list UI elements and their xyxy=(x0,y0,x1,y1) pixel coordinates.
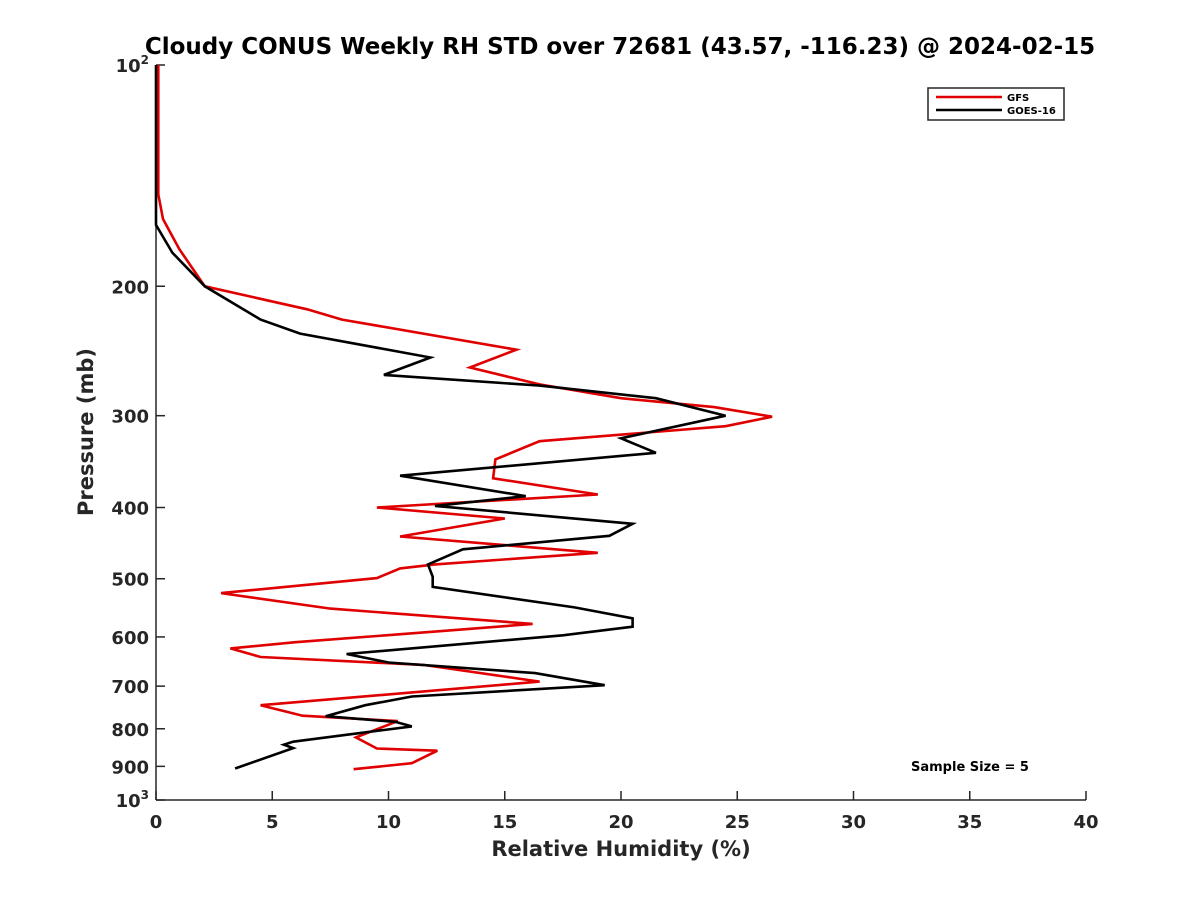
y-tick-label: 800 xyxy=(111,720,149,741)
x-tick-label: 0 xyxy=(150,812,163,833)
x-tick-label: 35 xyxy=(957,812,982,833)
y-tick-label: 400 xyxy=(111,499,149,520)
x-axis-ticks: 0 5 10 15 20 25 30 35 40 xyxy=(150,791,1099,833)
y-tick-label: 700 xyxy=(111,677,149,698)
series-line-gfs xyxy=(157,65,773,771)
chart-title: Cloudy CONUS Weekly RH STD over 72681 (4… xyxy=(145,34,1095,60)
x-tick-label: 30 xyxy=(841,812,866,833)
sample-size-annotation: Sample Size = 5 xyxy=(911,760,1029,775)
legend: GFS GOES-16 xyxy=(927,87,1065,121)
x-tick-label: 10 xyxy=(376,812,401,833)
legend-label-gfs: GFS xyxy=(1007,93,1029,104)
x-tick-label: 25 xyxy=(725,812,750,833)
legend-label-goes16: GOES-16 xyxy=(1007,106,1056,117)
y-tick-label: 900 xyxy=(111,757,149,778)
x-tick-label: 40 xyxy=(1073,812,1098,833)
y-tick-label: 300 xyxy=(111,407,149,428)
x-tick-label: 15 xyxy=(492,812,517,833)
y-axis-label: Pressure (mb) xyxy=(74,348,98,516)
y-tick-label: 102 xyxy=(116,53,149,77)
y-tick-label: 200 xyxy=(111,277,149,298)
y-tick-label: 103 xyxy=(116,788,149,812)
x-tick-label: 5 xyxy=(266,812,279,833)
series-layer xyxy=(154,65,773,771)
y-tick-label: 600 xyxy=(111,628,149,649)
y-tick-label: 500 xyxy=(111,570,149,591)
x-axis-label: Relative Humidity (%) xyxy=(491,837,750,861)
legend-box xyxy=(927,87,1065,121)
series-line-goes16 xyxy=(154,65,726,770)
y-axis-ticks: 102 200 300 400 500 600 700 800 900 103 xyxy=(111,53,165,812)
x-tick-label: 20 xyxy=(608,812,633,833)
